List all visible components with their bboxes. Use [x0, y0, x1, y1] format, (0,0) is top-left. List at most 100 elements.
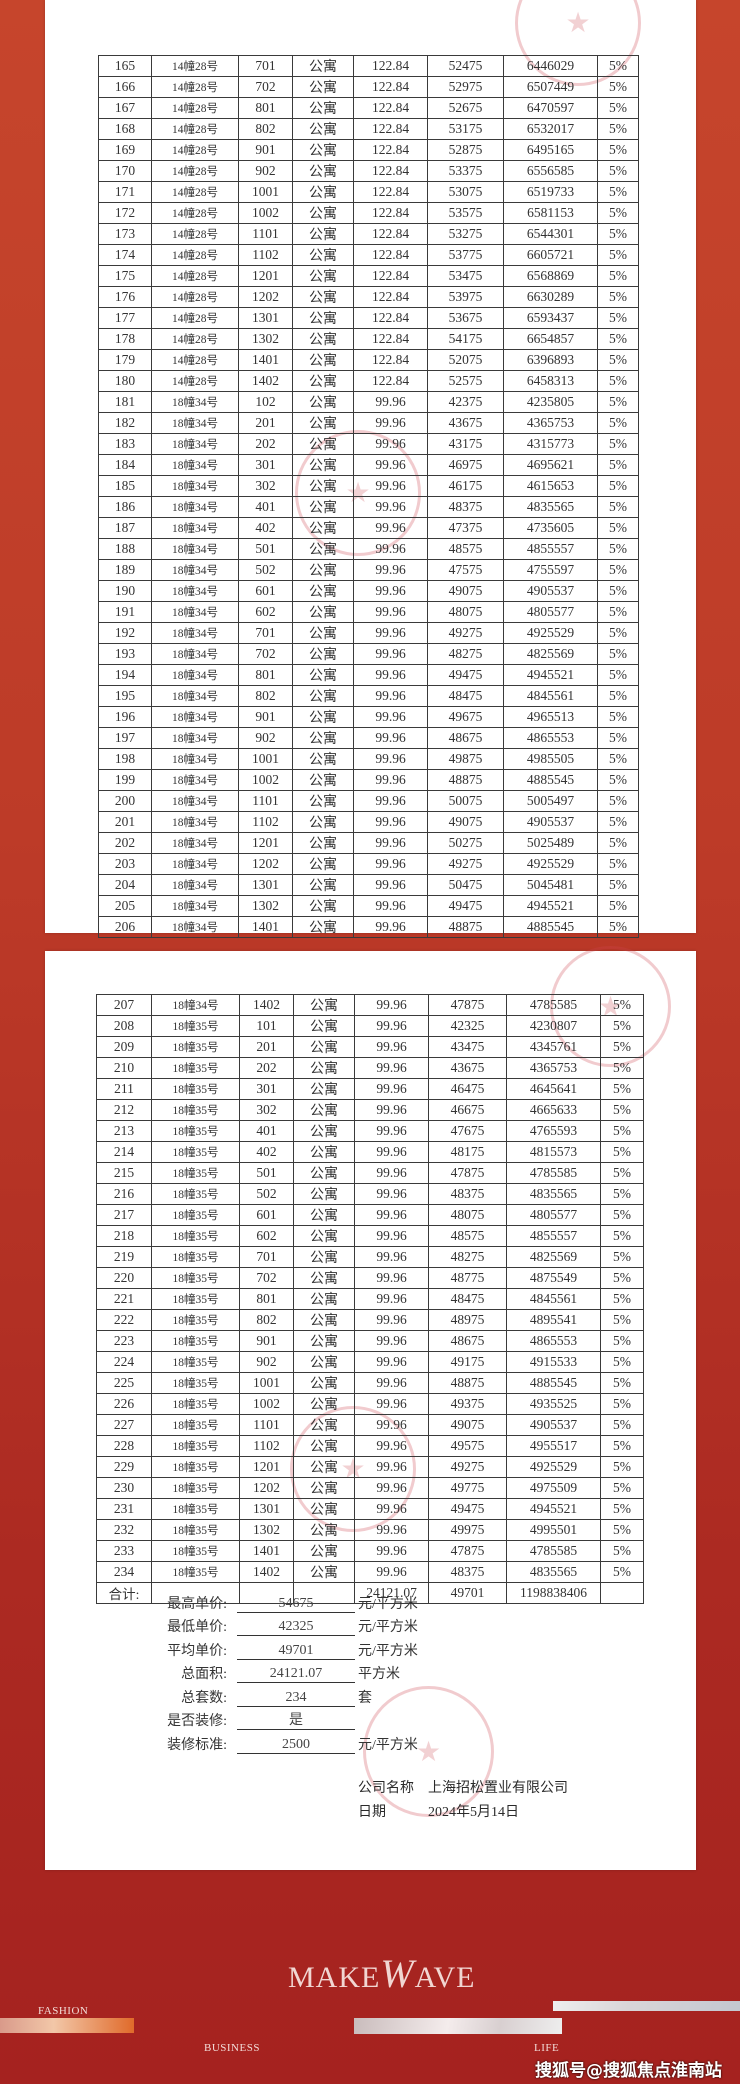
life-tag: LIFE — [534, 2042, 560, 2054]
total-price-cell: 6544301 — [503, 223, 598, 245]
property-type-cell: 公寓 — [292, 370, 354, 392]
property-type-cell: 公寓 — [293, 1183, 355, 1205]
row-number-cell: 174 — [98, 244, 152, 266]
total-price-cell: 4755597 — [503, 559, 598, 581]
ratio-cell: 5% — [597, 790, 639, 812]
area-cell: 99.96 — [353, 748, 428, 770]
unit-number-cell: 801 — [238, 97, 293, 119]
area-cell: 99.96 — [353, 916, 428, 938]
unit-number-cell: 1001 — [238, 181, 293, 203]
unit-price-cell: 46975 — [427, 454, 504, 476]
total-price-cell: 4365753 — [506, 1057, 601, 1079]
ratio-cell: 5% — [597, 412, 639, 434]
total-price-cell: 1198838406 — [506, 1582, 601, 1604]
total-price-cell: 4925529 — [503, 622, 598, 644]
summary-row: 是否装修: 是 — [135, 1707, 418, 1730]
building-cell: 18幢35号 — [151, 1498, 240, 1520]
building-cell: 18幢34号 — [151, 706, 239, 728]
table-row: 197 18幢34号 902 公寓 99.96 48675 4865553 5% — [98, 727, 639, 749]
ratio-cell: 5% — [600, 1099, 644, 1121]
unit-price-cell: 43175 — [427, 433, 504, 455]
property-type-cell: 公寓 — [292, 517, 354, 539]
row-number-cell: 195 — [98, 685, 152, 707]
table-row: 213 18幢35号 401 公寓 99.96 47675 4765593 5% — [96, 1120, 644, 1142]
unit-price-cell: 49075 — [427, 811, 504, 833]
summary-label: 总套数: — [181, 1690, 227, 1706]
ratio-cell: 5% — [597, 349, 639, 371]
property-type-cell: 公寓 — [292, 181, 354, 203]
ratio-cell: 5% — [600, 1393, 644, 1415]
ratio-cell: 5% — [597, 454, 639, 476]
ratio-cell: 5% — [597, 727, 639, 749]
unit-price-cell: 50475 — [427, 874, 504, 896]
date-label: 日期 — [358, 1805, 386, 1820]
unit-number-cell: 1301 — [239, 1498, 294, 1520]
building-cell: 18幢35号 — [151, 1141, 240, 1163]
row-number-cell: 166 — [98, 76, 152, 98]
ratio-cell: 5% — [600, 1162, 644, 1184]
area-cell: 99.96 — [354, 1414, 429, 1436]
total-price-cell: 4905537 — [506, 1414, 601, 1436]
unit-number-cell: 501 — [238, 538, 293, 560]
area-cell: 122.84 — [353, 160, 428, 182]
ratio-cell: 5% — [597, 601, 639, 623]
area-cell: 99.96 — [354, 1267, 429, 1289]
building-cell: 18幢35号 — [151, 1078, 240, 1100]
total-price-cell: 4695621 — [503, 454, 598, 476]
building-cell: 14幢28号 — [151, 160, 239, 182]
total-price-cell: 6532017 — [503, 118, 598, 140]
unit-number-cell: 902 — [239, 1351, 294, 1373]
row-number-cell: 189 — [98, 559, 152, 581]
unit-number-cell: 802 — [238, 118, 293, 140]
area-cell: 99.96 — [354, 1120, 429, 1142]
company-info: 公司名称 上海招松置业有限公司 日期 2024年5月14日 — [358, 1777, 568, 1825]
area-cell: 99.96 — [354, 1015, 429, 1037]
property-type-cell: 公寓 — [293, 1330, 355, 1352]
row-number-cell: 210 — [96, 1057, 152, 1079]
row-number-cell: 211 — [96, 1078, 152, 1100]
total-price-cell: 4885545 — [503, 916, 598, 938]
unit-number-cell: 1102 — [239, 1435, 294, 1457]
ratio-cell: 5% — [597, 538, 639, 560]
area-cell: 99.96 — [354, 1078, 429, 1100]
row-number-cell: 168 — [98, 118, 152, 140]
table-row: 188 18幢34号 501 公寓 99.96 48575 4855557 5% — [98, 538, 639, 560]
property-type-cell: 公寓 — [293, 994, 355, 1016]
ratio-cell: 5% — [597, 622, 639, 644]
total-price-cell: 4865553 — [503, 727, 598, 749]
ratio-cell: 5% — [597, 139, 639, 161]
row-number-cell: 223 — [96, 1330, 152, 1352]
area-cell: 99.96 — [353, 496, 428, 518]
building-cell: 18幢34号 — [151, 769, 239, 791]
table-row: 231 18幢35号 1301 公寓 99.96 49475 4945521 5% — [96, 1498, 644, 1520]
property-type-cell: 公寓 — [293, 1477, 355, 1499]
row-number-cell: 230 — [96, 1477, 152, 1499]
table-row: 230 18幢35号 1202 公寓 99.96 49775 4975509 5% — [96, 1477, 644, 1499]
ratio-cell: 5% — [600, 1141, 644, 1163]
unit-price-cell: 53675 — [427, 307, 504, 329]
table-row: 194 18幢34号 801 公寓 99.96 49475 4945521 5% — [98, 664, 639, 686]
total-price-cell: 5005497 — [503, 790, 598, 812]
unit-number-cell: 802 — [238, 685, 293, 707]
unit-number-cell: 1402 — [238, 370, 293, 392]
unit-price-cell: 53575 — [427, 202, 504, 224]
row-number-cell: 190 — [98, 580, 152, 602]
building-cell: 14幢28号 — [151, 370, 239, 392]
row-number-cell: 180 — [98, 370, 152, 392]
building-cell: 18幢34号 — [151, 994, 240, 1016]
area-cell: 99.96 — [354, 1288, 429, 1310]
unit-price-cell: 49275 — [428, 1456, 507, 1478]
total-price-cell: 4345761 — [506, 1036, 601, 1058]
ratio-cell: 5% — [600, 1015, 644, 1037]
table-row: 174 14幢28号 1102 公寓 122.84 53775 6605721 5% — [98, 244, 639, 266]
unit-price-cell: 49075 — [427, 580, 504, 602]
ratio-cell: 5% — [597, 517, 639, 539]
table-row: 172 14幢28号 1002 公寓 122.84 53575 6581153 5% — [98, 202, 639, 224]
total-price-cell: 4935525 — [506, 1393, 601, 1415]
total-price-cell: 4785585 — [506, 1540, 601, 1562]
summary-unit: 元/平方米 — [358, 1596, 418, 1612]
unit-number-cell: 901 — [239, 1330, 294, 1352]
property-type-cell: 公寓 — [292, 244, 354, 266]
table-row: 175 14幢28号 1201 公寓 122.84 53475 6568869 5% — [98, 265, 639, 287]
unit-number-cell: 201 — [238, 412, 293, 434]
